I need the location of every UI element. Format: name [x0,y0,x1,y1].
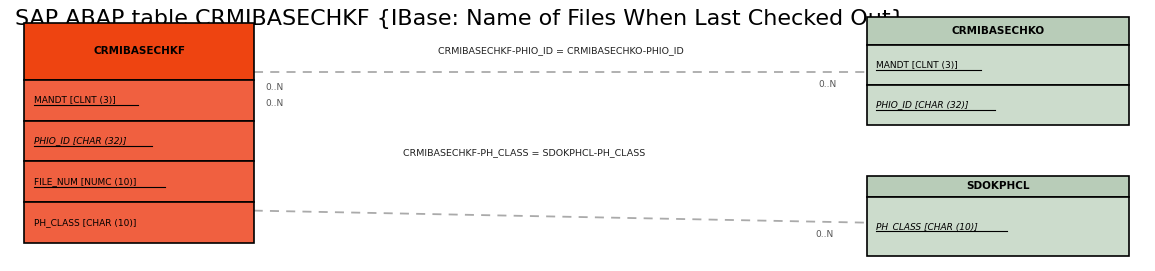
Bar [24,23,254,80]
Bar [867,85,1128,125]
Text: MANDT [CLNT (3)]: MANDT [CLNT (3)] [33,96,116,105]
Text: 0..N: 0..N [266,99,283,108]
Text: MANDT [CLNT (3)]: MANDT [CLNT (3)] [877,61,959,70]
Text: SDOKPHCL: SDOKPHCL [967,181,1030,191]
Bar [867,197,1128,256]
Bar [867,18,1128,45]
Text: PHIO_ID [CHAR (32)]: PHIO_ID [CHAR (32)] [33,137,126,146]
Text: 0..N: 0..N [266,83,283,92]
Bar [24,162,254,202]
Bar [24,80,254,121]
Bar [867,176,1128,197]
Text: CRMIBASECHKF-PH_CLASS = SDOKPHCL-PH_CLASS: CRMIBASECHKF-PH_CLASS = SDOKPHCL-PH_CLAS… [403,148,646,157]
Text: PHIO_ID [CHAR (32)]: PHIO_ID [CHAR (32)] [877,101,969,109]
Text: PH_CLASS [CHAR (10)]: PH_CLASS [CHAR (10)] [33,218,136,227]
Text: PH_CLASS [CHAR (10)]: PH_CLASS [CHAR (10)] [877,222,978,231]
Text: CRMIBASECHKF: CRMIBASECHKF [94,46,185,56]
Text: FILE_NUM [NUMC (10)]: FILE_NUM [NUMC (10)] [33,177,136,186]
Text: CRMIBASECHKO: CRMIBASECHKO [952,27,1044,36]
Text: SAP ABAP table CRMIBASECHKF {IBase: Name of Files When Last Checked Out}: SAP ABAP table CRMIBASECHKF {IBase: Name… [15,9,904,30]
Bar [867,45,1128,85]
Text: 0..N: 0..N [818,80,836,89]
Bar [24,121,254,162]
Text: 0..N: 0..N [815,230,834,239]
Bar [24,202,254,243]
Text: CRMIBASECHKF-PHIO_ID = CRMIBASECHKO-PHIO_ID: CRMIBASECHKF-PHIO_ID = CRMIBASECHKO-PHIO… [438,46,684,55]
